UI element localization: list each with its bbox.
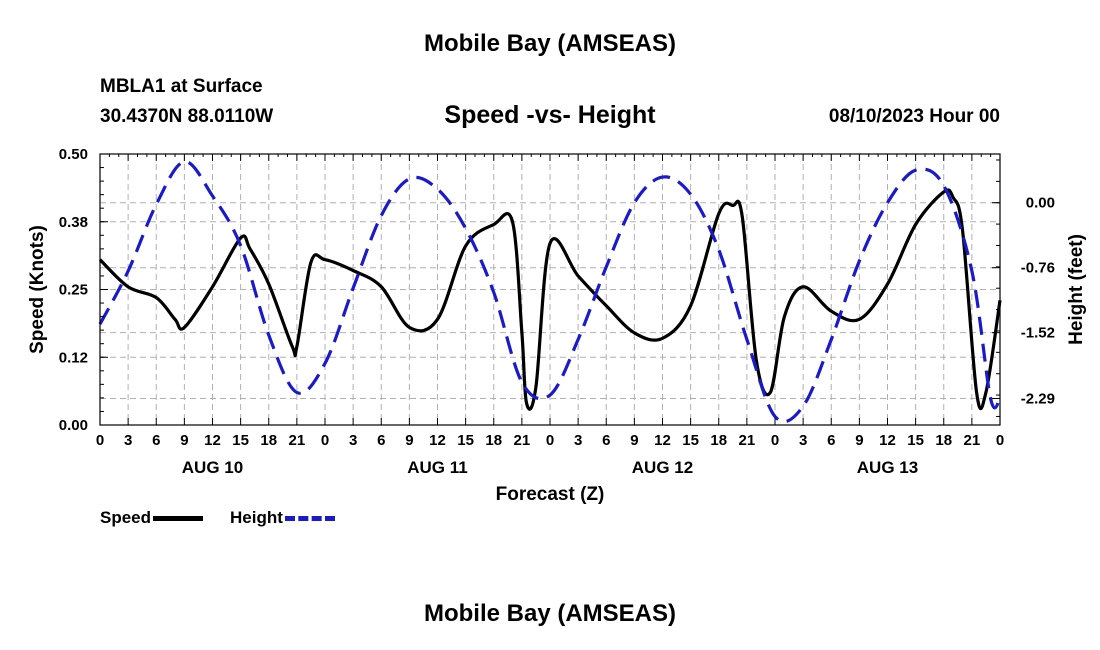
x-tick-label: 12 — [429, 432, 446, 449]
footer-title: Mobile Bay (AMSEAS) — [423, 600, 677, 627]
legend-height-swatch — [284, 515, 335, 521]
x-tick-label: 3 — [799, 432, 807, 449]
x-axis-label: Forecast (Z) — [496, 484, 605, 505]
forecast-datetime: 08/10/2023 Hour 00 — [828, 106, 1000, 127]
x-tick-label: 18 — [710, 432, 727, 449]
y-tick-label: 0.12 — [59, 349, 88, 366]
x-tick-label: 9 — [180, 432, 188, 449]
x-tick-label: 21 — [964, 432, 981, 449]
x-tick-label: 21 — [739, 432, 756, 449]
x-tick-label: 21 — [514, 432, 531, 449]
x-tick-label: 0 — [546, 432, 554, 449]
x-day-label: AUG 13 — [857, 458, 918, 477]
x-tick-label: 9 — [630, 432, 638, 449]
y2-tick-label: 0.00 — [1026, 195, 1055, 212]
series-speed-line — [98, 188, 1002, 411]
y-tick-label: 0.25 — [59, 282, 88, 299]
x-tick-label: 18 — [260, 432, 277, 449]
x-tick-label: 3 — [349, 432, 357, 449]
x-tick-label: 15 — [232, 432, 249, 449]
x-tick-label: 12 — [204, 432, 221, 449]
x-day-label: AUG 12 — [632, 458, 693, 477]
x-tick-label: 18 — [485, 432, 502, 449]
x-tick-label: 6 — [602, 432, 610, 449]
chart-grid — [100, 154, 1000, 425]
x-tick-label: 3 — [124, 432, 132, 449]
y-tick-label: 0.38 — [59, 214, 88, 231]
x-tick-label: 9 — [855, 432, 863, 449]
x-tick-label: 6 — [827, 432, 835, 449]
x-tick-label: 6 — [152, 432, 160, 449]
x-tick-label: 12 — [654, 432, 671, 449]
station-label: MBLA1 at Surface — [100, 76, 263, 97]
chart-subtitle: Speed -vs- Height — [444, 101, 656, 129]
legend-speed: Speed — [100, 508, 204, 528]
y-axis-label: Speed (Knots) — [27, 225, 48, 354]
x-tick-label: 21 — [289, 432, 306, 449]
chart-axes: 0 3 6 9 12 15 18 21 0 3 6 9 12 15 18 21 0 3 6 9 12 15 18 21 0 3 6 9… — [27, 146, 1087, 505]
y-tick-label: 0.00 — [59, 417, 88, 434]
x-tick-label: 3 — [574, 432, 582, 449]
x-tick-label: 15 — [457, 432, 474, 449]
y2-axis-label: Height (feet) — [1066, 234, 1087, 345]
x-day-label: AUG 10 — [182, 458, 243, 477]
x-day-label: AUG 11 — [407, 458, 467, 477]
x-tick-label: 15 — [907, 432, 924, 449]
y-tick-label: 0.50 — [59, 146, 88, 163]
x-tick-label: 12 — [879, 432, 896, 449]
legend-speed-label: Speed — [100, 508, 152, 527]
x-tick-label: 18 — [935, 432, 952, 449]
chart-title: Mobile Bay (AMSEAS) — [423, 30, 677, 57]
series-height-line — [98, 160, 1002, 424]
x-tick-label: 15 — [682, 432, 699, 449]
chart-series — [98, 160, 1002, 424]
x-tick-label: 0 — [321, 432, 329, 449]
y2-tick-label: -0.76 — [1021, 260, 1055, 277]
x-tick-label: 9 — [405, 432, 413, 449]
station-coordinates: 30.4370N 88.0110W — [100, 106, 274, 127]
x-tick-label: 6 — [377, 432, 385, 449]
x-tick-label: 0 — [771, 432, 779, 449]
x-tick-label: 0 — [96, 432, 104, 449]
y2-tick-label: -1.52 — [1021, 325, 1055, 342]
legend-height: Height — [230, 508, 335, 528]
legend-height-label: Height — [230, 508, 283, 527]
y2-tick-label: -2.29 — [1021, 390, 1055, 407]
legend-speed-swatch — [153, 515, 204, 521]
x-tick-label: 0 — [996, 432, 1004, 449]
